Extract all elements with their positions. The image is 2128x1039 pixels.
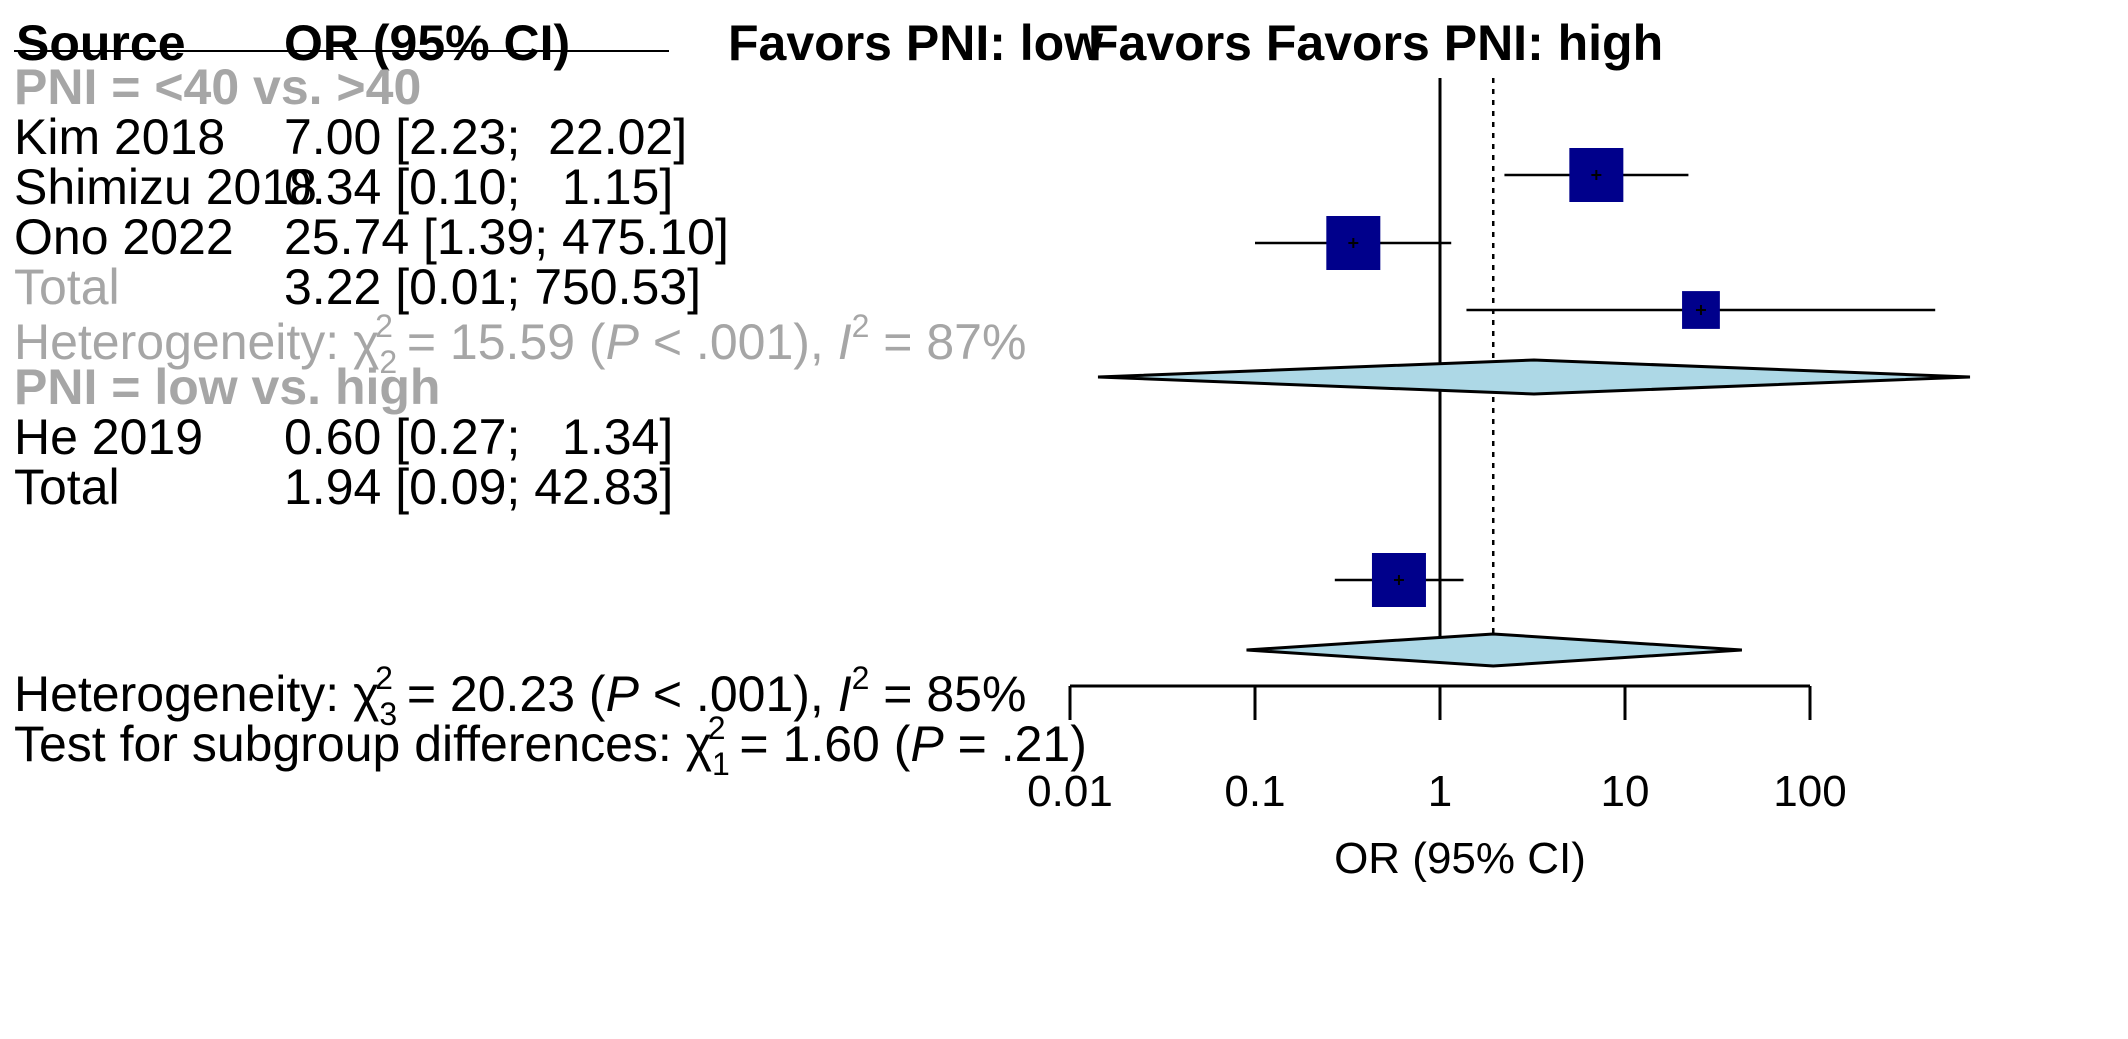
subgroup2-total-label: Total bbox=[14, 459, 120, 515]
subgroup1-title: PNI = <40 vs. >40 bbox=[14, 59, 422, 115]
x-tick-label: 10 bbox=[1601, 767, 1650, 816]
subgroup-differences-test: Test for subgroup differences: χ12 = 1.6… bbox=[14, 710, 1087, 782]
study-ci: 0.34 [0.10; 1.15] bbox=[284, 159, 674, 215]
x-tick-label: 0.01 bbox=[1027, 767, 1113, 816]
study-name: Shimizu 2018 bbox=[14, 159, 317, 215]
x-tick-label: 100 bbox=[1773, 767, 1846, 816]
study-ci: 25.74 [1.39; 475.10] bbox=[284, 209, 729, 265]
subgroup2-title: PNI = low vs. high bbox=[14, 359, 441, 415]
subgroup1-total-value: 3.22 [0.01; 750.53] bbox=[284, 259, 702, 315]
study-name: Kim 2018 bbox=[14, 109, 226, 165]
favors-low-label: Favors PNI: low bbox=[728, 15, 1104, 71]
x-tick-label: 1 bbox=[1428, 767, 1452, 816]
x-tick-label: 0.1 bbox=[1224, 767, 1285, 816]
or-ci-header: OR (95% CI) bbox=[284, 15, 571, 71]
study-ci: 0.60 [0.27; 1.34] bbox=[284, 409, 674, 465]
x-axis-label: OR (95% CI) bbox=[1334, 834, 1586, 883]
summary-diamond bbox=[1097, 358, 1971, 396]
source-header: Source bbox=[16, 15, 186, 71]
summary-diamond bbox=[1246, 632, 1742, 668]
header-rule bbox=[14, 50, 669, 52]
overall-heterogeneity: Heterogeneity: χ32 = 20.23 (P < .001), I… bbox=[14, 660, 1027, 732]
favors-high-label: Favors Favors PNI: high bbox=[1088, 15, 1664, 71]
subgroup1-total-label: Total bbox=[14, 259, 120, 315]
study-name: Ono 2022 bbox=[14, 209, 234, 265]
study-ci: 7.00 [2.23; 22.02] bbox=[284, 109, 688, 165]
subgroup2-total-value: 1.94 [0.09; 42.83] bbox=[284, 459, 674, 515]
subgroup1-heterogeneity: Heterogeneity: χ22 = 15.59 (P < .001), I… bbox=[14, 308, 1027, 380]
study-name: He 2019 bbox=[14, 409, 204, 465]
